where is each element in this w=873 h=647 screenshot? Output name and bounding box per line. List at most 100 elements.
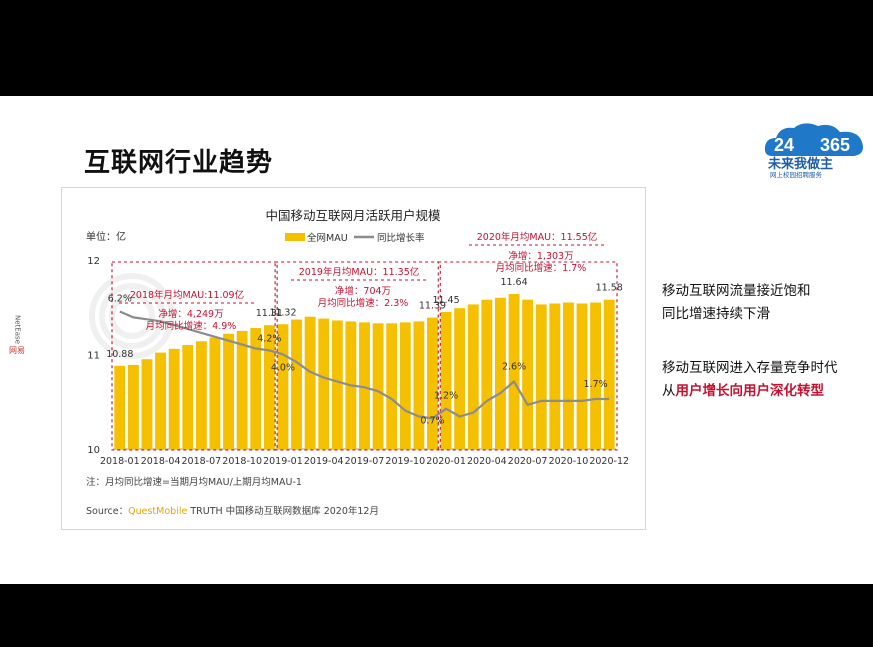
bar-value-label: 11.45 xyxy=(432,295,459,306)
x-tick-label: 2018-07 xyxy=(182,456,222,467)
bar xyxy=(576,303,588,449)
annotation-title: 2018年月均MAU:11.09亿 xyxy=(130,289,244,301)
bar xyxy=(223,333,234,449)
bar-value-label: 11.32 xyxy=(269,307,296,318)
x-tick-label: 2020-04 xyxy=(467,456,507,467)
legend-swatch-mau xyxy=(285,233,305,241)
bar xyxy=(399,322,411,449)
y-tick-label: 12 xyxy=(87,256,100,267)
side-text-line: 从用户增长向用户深化转型 xyxy=(662,380,838,403)
bar xyxy=(413,321,425,449)
side-text-prefix: 从 xyxy=(662,383,676,399)
side-text-line: 移动互联网进入存量竞争时代 xyxy=(662,360,838,376)
bar xyxy=(562,302,574,449)
side-text-line: 移动互联网流量接近饱和 xyxy=(662,283,811,299)
bar xyxy=(427,317,438,449)
bar xyxy=(236,330,248,449)
bar xyxy=(522,299,534,449)
x-tick-label: 2020-10 xyxy=(549,456,589,467)
bar xyxy=(291,319,302,449)
annotation-title: 2019年月均MAU：11.35亿 xyxy=(299,266,420,278)
x-tick-label: 2020-07 xyxy=(508,456,548,467)
bar xyxy=(508,294,520,449)
bar xyxy=(250,328,262,449)
bar xyxy=(386,323,398,449)
bar xyxy=(440,311,452,449)
y-tick-label: 11 xyxy=(87,351,100,362)
x-tick-label: 2019-01 xyxy=(263,456,303,467)
x-tick-label: 2020-01 xyxy=(426,456,466,467)
bar xyxy=(359,322,370,449)
annotation-line2: 月均同比增速：1.7% xyxy=(496,262,587,274)
annotation-line1: 净增：1,303万 xyxy=(508,250,573,262)
bar xyxy=(168,348,180,449)
bar-value-label: 10.88 xyxy=(106,349,133,360)
watermark-top: NetEase xyxy=(13,314,22,344)
annotation-line2: 月均同比增速：2.3% xyxy=(318,297,409,309)
rate-value-label: 1.2% xyxy=(434,391,458,402)
chart-panel: 中国移动互联网月活跃用户规模 单位：亿 全网MAU 同比增长率 12 11 10 2018年月… xyxy=(61,187,646,530)
y-tick-label: 10 xyxy=(87,445,100,456)
bar xyxy=(304,316,316,449)
bar xyxy=(318,318,330,449)
brand-logo: 24 365 未来我做主 网上校园招聘服务 xyxy=(764,123,863,178)
bar-value-label: 11.39 xyxy=(419,301,446,312)
bar xyxy=(495,297,506,449)
bar xyxy=(141,359,153,449)
rate-line xyxy=(119,310,610,420)
cloud-icon xyxy=(764,123,863,156)
legend-label-mau: 全网MAU xyxy=(307,232,348,244)
annotation-line1: 净增：4,249万 xyxy=(158,308,223,320)
x-tick-label: 2019-04 xyxy=(304,456,344,467)
x-tick-label: 2018-04 xyxy=(141,456,181,467)
page-title: 互联网行业趋势 xyxy=(84,148,274,178)
unit-label: 单位：亿 xyxy=(86,230,126,243)
bar xyxy=(590,302,602,449)
rate-value-label: 1.7% xyxy=(584,379,608,390)
x-tick-label: 2019-07 xyxy=(345,456,385,467)
logo-number-right: 365 xyxy=(820,135,850,155)
bar xyxy=(114,365,126,449)
rate-value-label: 2.6% xyxy=(502,361,526,372)
logo-number-left: 24 xyxy=(774,135,794,155)
logo-slogan: 网上校园招聘服务 xyxy=(770,170,823,178)
bar xyxy=(467,304,479,449)
rate-value-label: 6.2% xyxy=(108,294,132,305)
bar xyxy=(127,364,139,449)
bar xyxy=(372,323,384,449)
side-block-1: 移动互联网流量接近饱和 同比增速持续下滑 xyxy=(662,280,811,326)
bar xyxy=(263,325,275,449)
bar xyxy=(603,299,615,449)
bar xyxy=(549,303,561,449)
annotation-box xyxy=(111,261,278,451)
rate-value-label: 0.7% xyxy=(420,415,444,426)
chart-note: 注：月均同比增速=当期月均MAU/上期月均MAU-1 xyxy=(86,476,302,488)
annotation-line1: 净增：704万 xyxy=(335,285,391,297)
bar-value-label: 11.58 xyxy=(596,283,623,294)
annotation-title: 2020年月均MAU：11.55亿 xyxy=(477,231,598,243)
slide: 互联网行业趋势 24 365 未来我做主 网上校园招聘服务 NetEase 网易… xyxy=(0,96,873,584)
watermark-ring xyxy=(99,283,165,349)
bar xyxy=(155,352,167,449)
x-tick-label: 2019-10 xyxy=(385,456,425,467)
x-tick-label: 2018-10 xyxy=(222,456,262,467)
bar-value-label: 11.64 xyxy=(500,277,527,288)
bar xyxy=(277,324,289,449)
watermark-ring xyxy=(109,293,155,339)
chart-source: Source：QuestMobile TRUTH 中国移动互联网数据库 2020… xyxy=(86,505,379,517)
chart-title: 中国移动互联网月活跃用户规模 xyxy=(265,208,441,223)
watermark-ring xyxy=(89,273,175,359)
netease-watermark: NetEase 网易 xyxy=(6,312,28,355)
x-tick-label: 2018-01 xyxy=(100,456,140,467)
bar xyxy=(209,337,221,449)
x-tick-label: 2020-12 xyxy=(589,456,629,467)
side-block-2: 移动互联网进入存量竞争时代 从用户增长向用户深化转型 xyxy=(662,357,838,403)
watermark-bottom: 网易 xyxy=(9,346,25,355)
side-text-highlight: 用户增长向用户深化转型 xyxy=(675,383,825,399)
bar xyxy=(195,341,207,449)
side-text-line: 同比增速持续下滑 xyxy=(662,306,770,322)
bar xyxy=(182,345,194,449)
bar xyxy=(331,320,343,449)
bar xyxy=(481,299,493,449)
